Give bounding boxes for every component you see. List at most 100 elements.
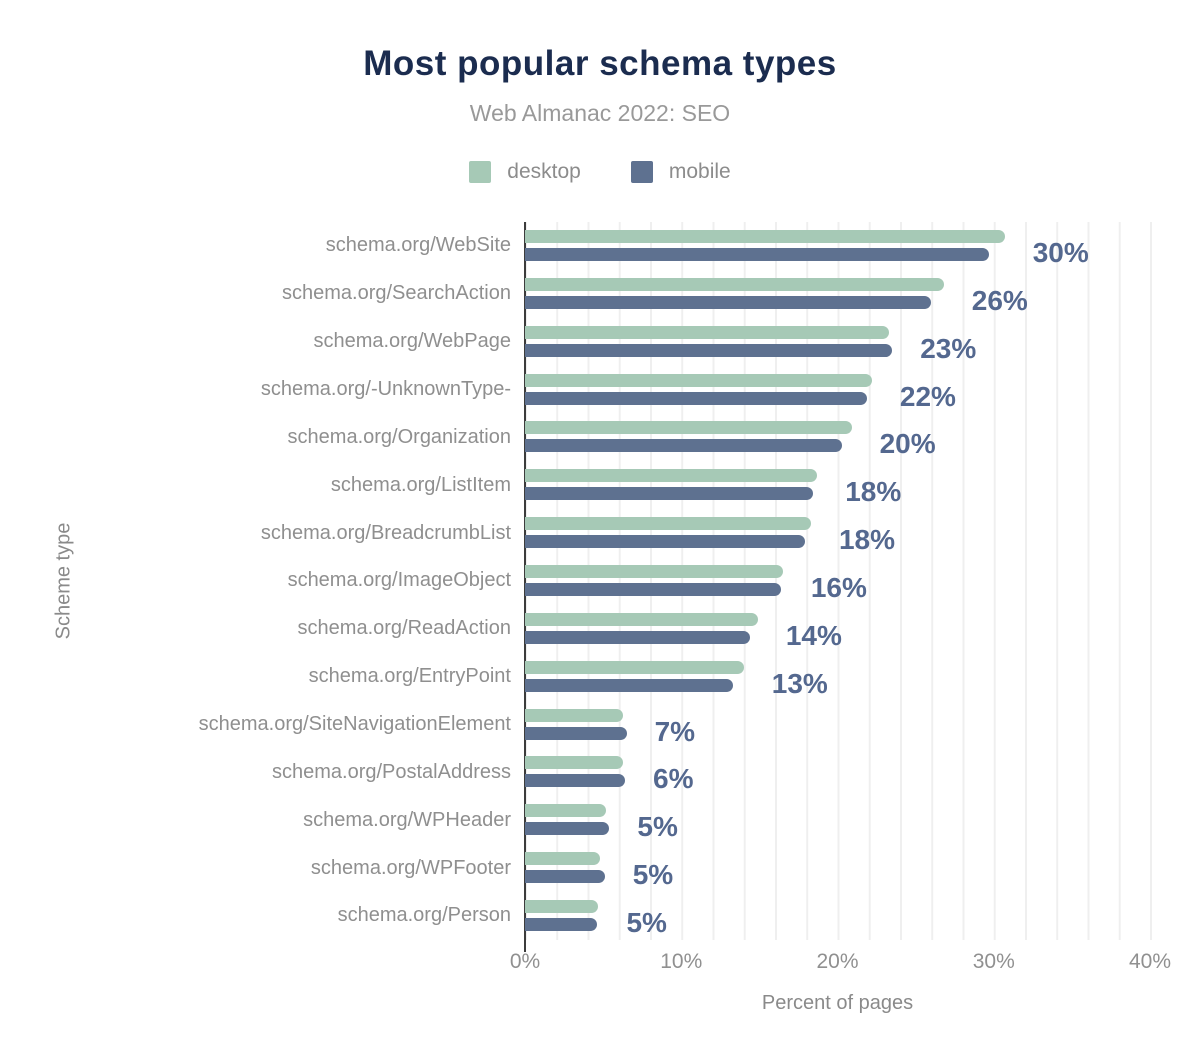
category-label: schema.org/Organization (287, 425, 511, 448)
chart-row: schema.org/SearchAction 26% (0, 270, 1200, 318)
mobile-bar (525, 487, 813, 501)
value-label: 23% (920, 332, 977, 364)
mobile-bar (525, 439, 843, 453)
desktop-bar (525, 230, 1005, 243)
bar-group: 14% (525, 605, 1200, 653)
bar-group: 22% (525, 366, 1200, 414)
chart-row: schema.org/-UnknownType- 22% (0, 366, 1200, 414)
desktop-bar (525, 373, 872, 387)
category-label: schema.org/WebSite (325, 234, 511, 257)
chart-row: schema.org/ImageObject 16% (0, 557, 1200, 605)
value-label: 26% (971, 284, 1028, 316)
chart-subtitle: Web Almanac 2022: SEO (469, 100, 731, 126)
chart-rows: schema.org/WebSite 30% schema.org/SearchAc… (0, 222, 1200, 940)
desktop-bar (525, 756, 624, 770)
category-label: schema.org/WebPage (313, 330, 511, 353)
mobile-bar (525, 583, 782, 597)
chart-row: schema.org/Person 5% (0, 892, 1200, 940)
desktop-bar (525, 660, 744, 674)
desktop-bar (525, 421, 852, 435)
legend-label-mobile: mobile (668, 160, 731, 183)
x-tick-label: 0% (509, 949, 541, 973)
category-label: schema.org/ReadAction (297, 617, 511, 640)
value-label: 22% (899, 380, 956, 412)
chart-row: schema.org/SiteNavigationElement 7% (0, 701, 1200, 749)
mobile-legend-swatch-icon (630, 161, 653, 183)
x-axis-ticks: 0% 10% 20% 30% 40% (510, 940, 1171, 973)
mobile-bar (525, 630, 750, 644)
x-axis-title: Percent of pages (761, 991, 914, 1014)
bar-group: 26% (525, 270, 1200, 318)
category-label: schema.org/SiteNavigationElement (198, 713, 511, 736)
legend: desktop mobile (0, 160, 1200, 184)
chart-row: schema.org/ReadAction 14% (0, 605, 1200, 653)
bar-group: 7% (525, 701, 1200, 749)
desktop-bar (525, 612, 758, 626)
desktop-bar (525, 852, 600, 866)
value-label: 14% (785, 619, 842, 651)
bar-group: 16% (525, 557, 1200, 605)
x-tick-label: 20% (816, 949, 859, 973)
category-label: schema.org/-UnknownType- (260, 378, 511, 400)
x-tick-label: 40% (1128, 949, 1172, 973)
chart-row: schema.org/WPFooter 5% (0, 844, 1200, 892)
value-label: 5% (637, 811, 678, 843)
value-label: 7% (654, 715, 696, 747)
value-label: 30% (1032, 237, 1089, 268)
chart-row: schema.org/WebPage 23% (0, 318, 1200, 366)
mobile-bar (525, 726, 627, 740)
mobile-bar (525, 822, 610, 836)
chart-title: Most popular schema types (363, 44, 837, 83)
desktop-bar (525, 277, 944, 291)
legend-label-desktop: desktop (507, 160, 581, 183)
desktop-legend-swatch-icon (469, 161, 492, 183)
category-label: schema.org/ImageObject (287, 569, 511, 592)
bar-group: 13% (525, 653, 1200, 701)
chart-row: schema.org/BreadcrumbList 18% (0, 509, 1200, 557)
value-label: 18% (845, 476, 902, 508)
bar-group: 18% (525, 461, 1200, 509)
chart-row: schema.org/WebSite 30% (0, 222, 1200, 270)
desktop-bar (525, 708, 624, 722)
bar-group: 5% (525, 844, 1200, 892)
legend-item-desktop: desktop (469, 160, 581, 184)
value-label: 6% (653, 763, 694, 795)
chart-row: schema.org/Organization 20% (0, 413, 1200, 461)
category-label: schema.org/Person (337, 904, 511, 927)
x-tick-label: 30% (972, 949, 1015, 973)
y-axis-title: Scheme type (52, 522, 75, 640)
bar-group: 18% (525, 509, 1200, 557)
desktop-bar (525, 565, 783, 579)
chart-row: schema.org/PostalAddress 6% (0, 748, 1200, 796)
mobile-bar (525, 248, 990, 261)
bar-group: 5% (525, 796, 1200, 844)
category-label: schema.org/EntryPoint (308, 665, 511, 688)
value-label: 5% (632, 859, 674, 891)
mobile-bar (525, 343, 893, 357)
value-label: 13% (771, 667, 828, 699)
desktop-bar (525, 325, 890, 339)
category-label: schema.org/SearchAction (281, 282, 511, 305)
category-label: schema.org/BreadcrumbList (260, 521, 511, 544)
chart-row: schema.org/WPHeader 5% (0, 796, 1200, 844)
mobile-bar (525, 918, 597, 932)
bar-group: 20% (525, 413, 1200, 461)
gridlines (525, 222, 1152, 941)
bar-group: 23% (525, 318, 1200, 366)
value-label: 18% (838, 524, 895, 556)
value-label: 5% (626, 907, 667, 939)
category-label: schema.org/WPFooter (310, 856, 511, 879)
legend-item-mobile: mobile (630, 160, 731, 184)
mobile-bar (525, 870, 605, 884)
chart-row: schema.org/EntryPoint 13% (0, 653, 1200, 701)
category-label: schema.org/PostalAddress (271, 760, 511, 783)
desktop-bar (525, 469, 818, 483)
desktop-bar (525, 517, 811, 531)
mobile-bar (525, 678, 733, 692)
mobile-bar (525, 295, 932, 309)
category-label: schema.org/ListItem (330, 473, 511, 496)
desktop-bar (525, 900, 599, 914)
bar-group: 6% (525, 748, 1200, 796)
bar-group: 30% (525, 222, 1200, 270)
value-label: 20% (879, 428, 936, 460)
